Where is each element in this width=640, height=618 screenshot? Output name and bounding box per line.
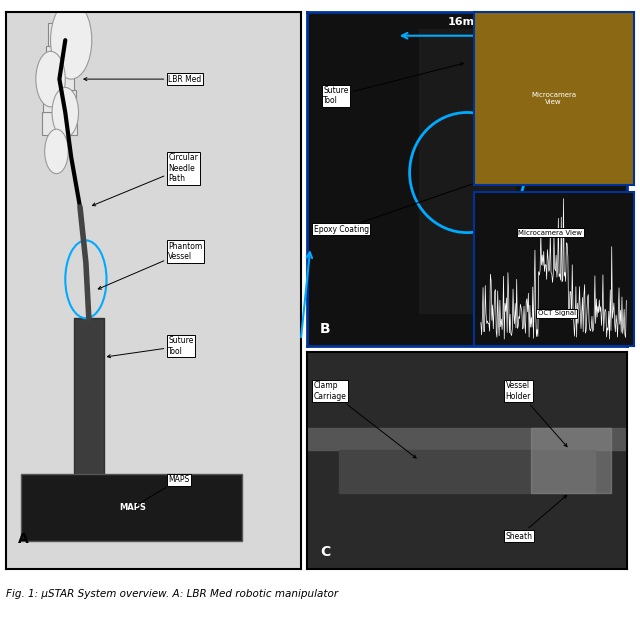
Text: LBR Med: LBR Med <box>84 75 202 83</box>
Text: Microcamera View: Microcamera View <box>518 230 582 236</box>
Text: MAPS: MAPS <box>136 475 189 506</box>
Circle shape <box>52 87 79 138</box>
Circle shape <box>51 1 92 79</box>
Text: Phantom
Vessel: Phantom Vessel <box>99 242 203 289</box>
Text: Suture
Tool: Suture Tool <box>323 62 463 106</box>
Bar <box>46 46 73 68</box>
Text: Clamp
Carriage: Clamp Carriage <box>314 381 416 458</box>
Bar <box>21 474 242 541</box>
Bar <box>45 68 74 90</box>
Circle shape <box>45 129 68 174</box>
Text: Vessel
Holder: Vessel Holder <box>506 381 567 447</box>
Text: OCT Signal: OCT Signal <box>538 310 576 316</box>
Text: Sheath: Sheath <box>506 496 566 541</box>
Text: Suture
Tool: Suture Tool <box>108 336 194 358</box>
Bar <box>47 23 71 46</box>
Text: Circular
Needle
Path: Circular Needle Path <box>92 153 198 206</box>
Text: A: A <box>18 532 29 546</box>
Text: MAPS: MAPS <box>120 503 147 512</box>
Text: Fig. 1: μSTAR System overview. A: LBR Med robotic manipulator: Fig. 1: μSTAR System overview. A: LBR Me… <box>6 590 339 599</box>
Circle shape <box>36 51 65 107</box>
Text: C: C <box>320 544 330 559</box>
Text: B: B <box>320 322 331 336</box>
Text: 16mm: 16mm <box>448 17 486 27</box>
Bar <box>44 90 76 112</box>
Text: Microcamera
View: Microcamera View <box>531 92 576 106</box>
Text: Epoxy Coating: Epoxy Coating <box>314 174 502 234</box>
Bar <box>42 112 77 135</box>
